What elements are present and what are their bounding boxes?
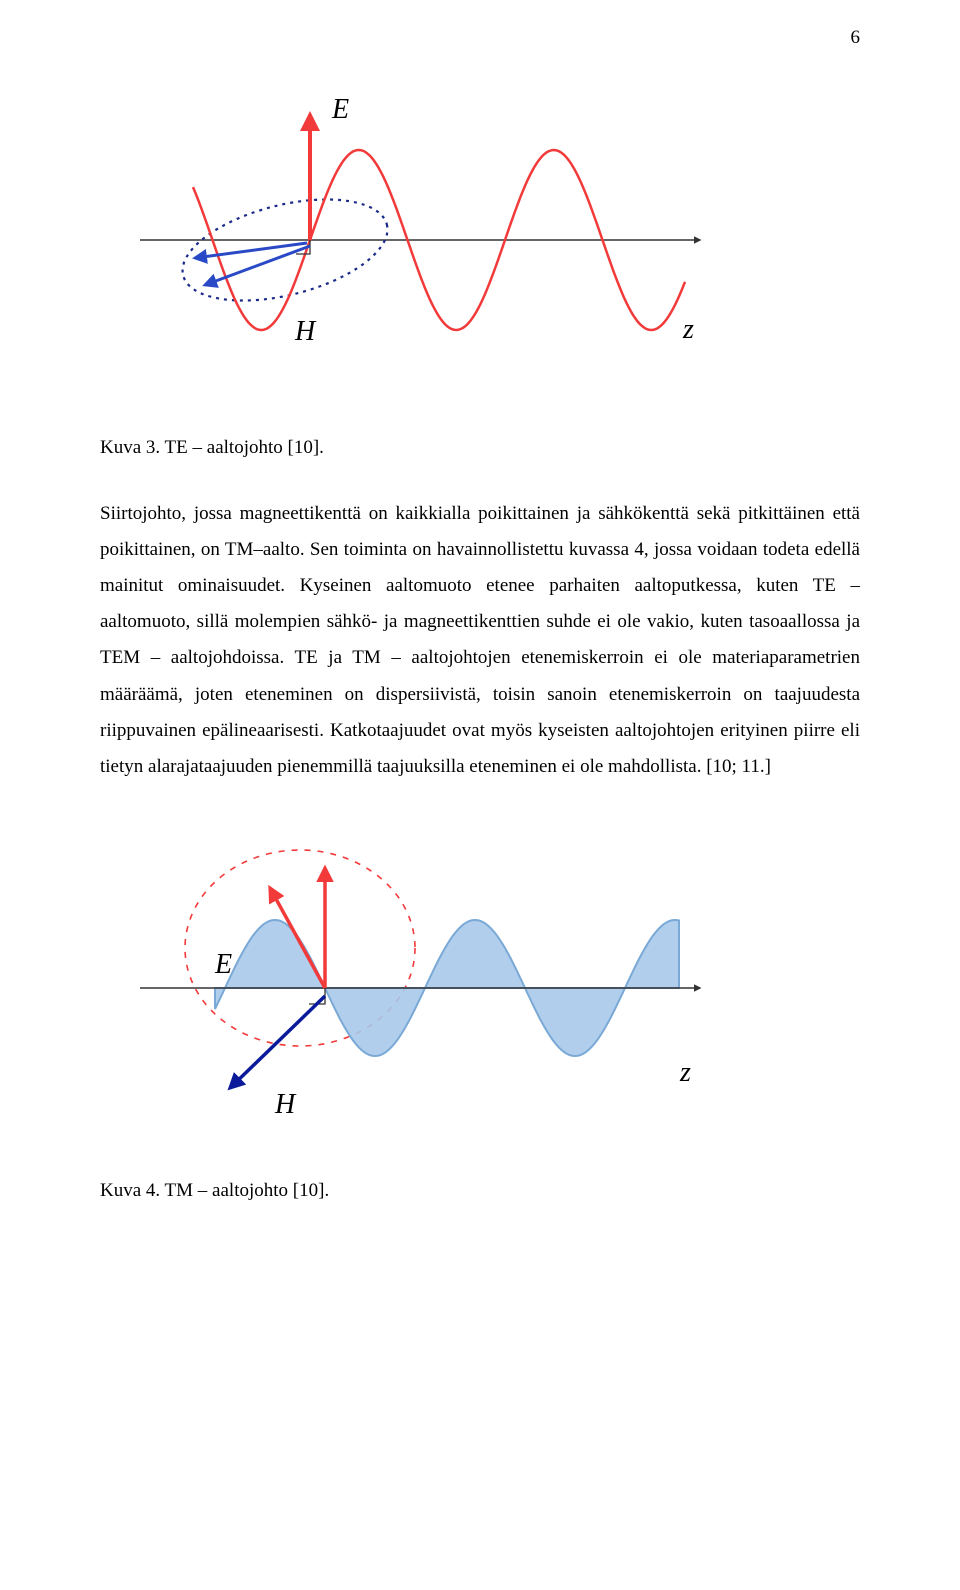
svg-text:E: E bbox=[331, 94, 349, 125]
figure-te-wave: E Hz bbox=[100, 40, 860, 400]
page: 6 E Hz Kuva 3. TE – aaltojohto [10]. Siir… bbox=[0, 0, 960, 1590]
figure1-caption: Kuva 3. TE – aaltojohto [10]. bbox=[100, 430, 860, 466]
te-wave-svg: E Hz bbox=[100, 40, 720, 400]
svg-text:z: z bbox=[679, 1057, 691, 1088]
figure-tm-wave: E Hz bbox=[100, 813, 860, 1143]
tm-wave-svg: E Hz bbox=[100, 813, 720, 1143]
svg-text:E: E bbox=[214, 949, 232, 980]
svg-text:H: H bbox=[274, 1089, 297, 1120]
svg-text:z: z bbox=[682, 314, 694, 345]
page-number: 6 bbox=[851, 20, 861, 56]
svg-text:H: H bbox=[294, 316, 317, 347]
figure2-caption: Kuva 4. TM – aaltojohto [10]. bbox=[100, 1173, 860, 1209]
body-paragraph: Siirtojohto, jossa magneettikenttä on ka… bbox=[100, 496, 860, 785]
